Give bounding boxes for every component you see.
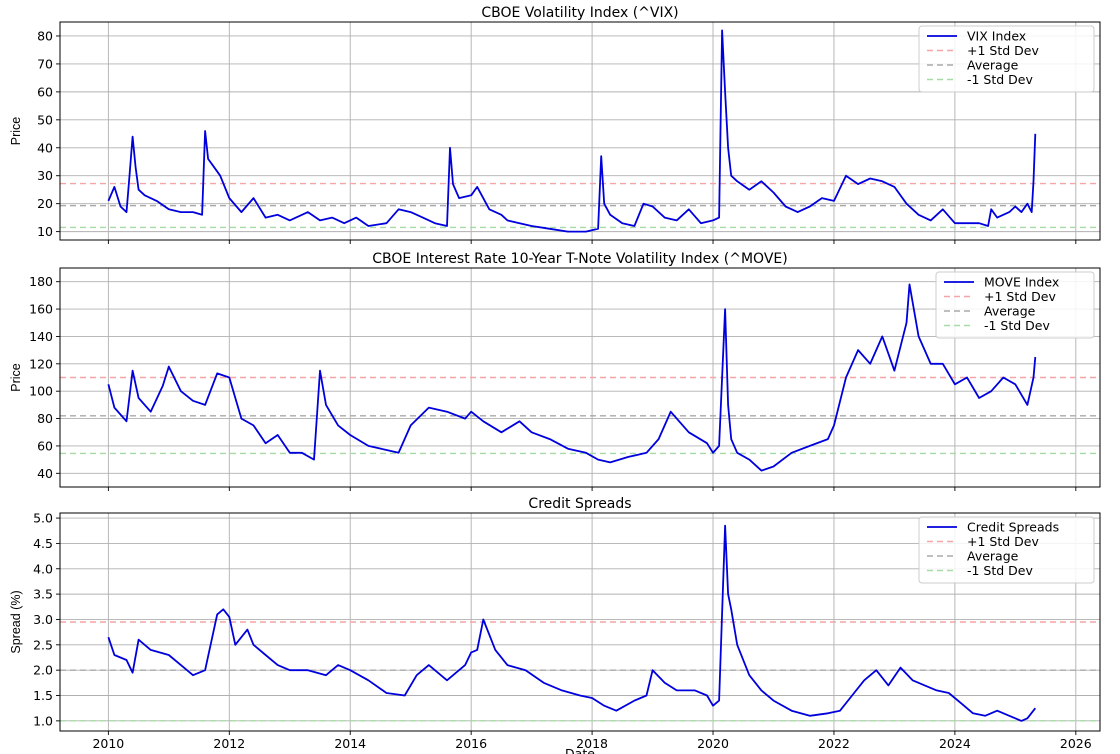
- legend-label: -1 Std Dev: [967, 72, 1033, 87]
- y-tick-label: 100: [29, 384, 53, 399]
- y-tick-label: 40: [37, 466, 53, 481]
- legend-label: Average: [967, 549, 1019, 564]
- x-tick-label: 2020: [697, 736, 729, 751]
- legend-label: +1 Std Dev: [984, 289, 1056, 304]
- x-tick-label: 2016: [455, 736, 487, 751]
- y-axis-label: Spread (%): [9, 590, 23, 653]
- legend-box: [935, 271, 1095, 339]
- y-tick-label: 160: [29, 302, 53, 317]
- plot-frame: [59, 267, 1101, 488]
- x-tick-label: 2024: [939, 736, 971, 751]
- y-tick-label: 4.0: [33, 561, 53, 576]
- plot-frame: [59, 21, 1101, 241]
- y-tick-label: 1.0: [33, 713, 53, 728]
- legend-label: MOVE Index: [984, 275, 1059, 290]
- y-tick-label: 2.5: [33, 637, 53, 652]
- x-axis-label: Date: [565, 746, 595, 754]
- legend-label: +1 Std Dev: [967, 534, 1039, 549]
- chart-title: CBOE Interest Rate 10-Year T-Note Volati…: [372, 251, 787, 267]
- chart-panel-1: 10 20 30 40 50 60 70 80 CBOE Volatility Index (^…: [9, 5, 1101, 244]
- y-tick-label: 50: [37, 112, 53, 127]
- y-tick-label: 20: [37, 196, 53, 211]
- y-tick-label: 80: [37, 28, 53, 43]
- legend-label: -1 Std Dev: [967, 563, 1033, 578]
- y-axis-label: Price: [9, 363, 23, 392]
- y-axis-label: Price: [9, 117, 23, 146]
- plot-frame: [59, 512, 1101, 732]
- y-tick-label: 2.0: [33, 663, 53, 678]
- x-tick-label: 2012: [213, 736, 245, 751]
- y-tick-label: 180: [29, 274, 53, 289]
- x-tick-label: 2014: [334, 736, 366, 751]
- y-tick-label: 5.0: [33, 511, 53, 526]
- y-tick-label: 3.0: [33, 612, 53, 627]
- series-line: [107, 524, 1037, 722]
- y-tick-label: 40: [37, 140, 53, 155]
- legend-label: Average: [984, 304, 1036, 319]
- legend-label: -1 Std Dev: [984, 318, 1050, 333]
- y-tick-label: 3.5: [33, 587, 53, 602]
- y-tick-label: 4.5: [33, 536, 53, 551]
- series-line: [107, 29, 1037, 233]
- y-tick-label: 1.5: [33, 688, 53, 703]
- y-tick-label: 30: [37, 168, 53, 183]
- y-tick-label: 60: [37, 84, 53, 99]
- x-tick-label: 2010: [92, 736, 124, 751]
- x-tick-label: 2026: [1060, 736, 1092, 751]
- legend-label: Credit Spreads: [967, 520, 1059, 535]
- y-tick-label: 10: [37, 224, 53, 239]
- y-tick-label: 70: [37, 56, 53, 71]
- legend-label: +1 Std Dev: [967, 43, 1039, 58]
- legend-box: [918, 516, 1095, 584]
- x-tick-label: 2018: [576, 736, 608, 751]
- x-tick-label: 2022: [818, 736, 850, 751]
- y-tick-label: 140: [29, 329, 53, 344]
- legend-box: [918, 25, 1095, 93]
- y-tick-label: 60: [37, 438, 53, 453]
- chart-title: CBOE Volatility Index (^VIX): [481, 5, 678, 21]
- series-line: [107, 283, 1037, 472]
- legend-label: Average: [967, 58, 1019, 73]
- legend-label: VIX Index: [967, 29, 1026, 44]
- chart-panel-3: 2010 2012 2014 2016 2018 2020 2022 2024 2026 1.0 1…: [9, 496, 1101, 751]
- chart-panel-2: 40 60 80 100 120 140 160 180 CBOE Interest Rate …: [9, 251, 1101, 491]
- y-tick-label: 120: [29, 356, 53, 371]
- y-tick-label: 80: [37, 411, 53, 426]
- chart-title: Credit Spreads: [528, 496, 631, 512]
